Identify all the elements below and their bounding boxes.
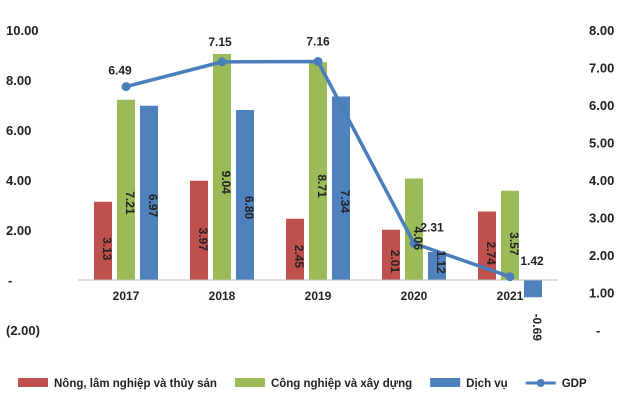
legend-label-0: Nông, lâm nghiệp và thủy sản	[54, 378, 217, 390]
gdp-label-2017: 6.49	[108, 64, 132, 78]
bar-label-1-2020: 4.06	[411, 227, 425, 251]
right-tick-label: 2.00	[589, 248, 614, 263]
gdp-label-2019: 7.16	[306, 35, 330, 49]
right-tick-label: 4.00	[589, 173, 614, 188]
bar-0-2020	[382, 229, 400, 280]
bar-0-2021	[478, 211, 496, 280]
right-tick-label: 3.00	[589, 211, 614, 226]
bar-label-2-2021: -0.69	[530, 314, 544, 342]
right-tick-label: 1.00	[589, 286, 614, 301]
gdp-marker-2020	[409, 238, 419, 248]
bar-0-2019	[286, 218, 304, 280]
bar-2-2018	[236, 110, 254, 280]
legend-label-gdp: GDP	[562, 378, 587, 390]
gdp-marker-2019	[313, 57, 323, 66]
bar-label-1-2018: 9.04	[219, 171, 233, 195]
bar-2-2020	[428, 252, 446, 280]
gdp-label-2018: 7.15	[208, 35, 232, 49]
bar-label-1-2021: 3.57	[507, 232, 521, 256]
category-labels: 2017 2018 2019 2020 2021	[113, 289, 524, 303]
category-label-2017: 2017	[113, 289, 140, 303]
gdp-line-series: 6.49 7.15 7.16 2.31 1.42	[108, 35, 544, 282]
right-tick-label: 7.00	[589, 61, 614, 76]
bar-label-2-2018: 6.80	[242, 196, 256, 220]
bar-2-2021	[524, 280, 542, 298]
bar-label-0-2017: 3.13	[100, 237, 114, 261]
category-label-2019: 2019	[305, 289, 332, 303]
bar-1-2021	[501, 190, 519, 280]
left-tick-label: 2.00	[6, 223, 31, 238]
left-axis-ticks: (2.00) - 2.00 4.00 6.00 8.00 10.00	[6, 23, 40, 338]
left-tick-label: (2.00)	[6, 323, 40, 338]
bar-label-0-2020: 2.01	[388, 250, 402, 274]
bar-1-2020	[405, 178, 423, 280]
right-tick-label: 8.00	[589, 23, 614, 38]
legend-marker-gdp	[536, 379, 545, 387]
gdp-label-2020: 2.31	[420, 220, 444, 234]
left-tick-label: 8.00	[6, 73, 31, 88]
right-tick-label: -	[596, 323, 600, 338]
legend-label-1: Công nghiệp và xây dựng	[271, 378, 412, 390]
bar-series	[94, 54, 542, 298]
legend-swatch-2	[430, 378, 461, 387]
bar-label-1-2017: 7.21	[123, 191, 137, 215]
category-label-2021: 2021	[497, 289, 524, 303]
bar-label-1-2019: 8.71	[315, 174, 329, 198]
bar-0-2017	[94, 201, 112, 280]
bar-label-0-2021: 2.74	[484, 241, 498, 265]
bar-2-2017	[140, 105, 158, 280]
bar-data-labels: 3.13 3.97 2.45 2.01 2.74 7.21 9.04 8.71 4.06 3.57…	[100, 171, 544, 342]
bar-label-0-2019: 2.45	[292, 245, 306, 269]
bar-label-0-2018: 3.97	[196, 228, 210, 252]
legend-swatch-0	[18, 378, 48, 387]
right-tick-label: 5.00	[589, 136, 614, 151]
left-tick-label: 6.00	[6, 123, 31, 138]
bar-label-2-2020: 1.12	[434, 250, 448, 274]
legend-swatch-1	[234, 378, 265, 387]
gdp-marker-2018	[217, 57, 227, 67]
bar-2-2019	[332, 96, 350, 280]
bar-label-2-2017: 6.97	[146, 194, 160, 218]
gdp-label-2021: 1.42	[520, 254, 544, 268]
legend: Nông, lâm nghiệp và thủy sản Công nghiệp …	[18, 378, 587, 390]
bar-1-2017	[117, 99, 135, 280]
bar-0-2018	[190, 180, 208, 280]
bar-1-2018	[213, 54, 231, 280]
category-label-2020: 2020	[401, 289, 428, 303]
left-tick-label: 10.00	[6, 23, 39, 38]
category-label-2018: 2018	[209, 289, 236, 303]
left-tick-label: 4.00	[6, 173, 31, 188]
right-tick-label: 6.00	[589, 98, 614, 113]
left-tick-label: -	[8, 273, 12, 288]
bar-1-2019	[309, 62, 327, 280]
bar-label-2-2019: 7.34	[338, 190, 352, 214]
gdp-marker-2017	[121, 82, 131, 92]
legend-label-2: Dịch vụ	[466, 378, 508, 390]
right-axis-ticks: - 1.00 2.00 3.00 4.00 5.00 6.00 7.00 8.00	[589, 23, 614, 338]
gdp-marker-2021	[505, 272, 515, 282]
